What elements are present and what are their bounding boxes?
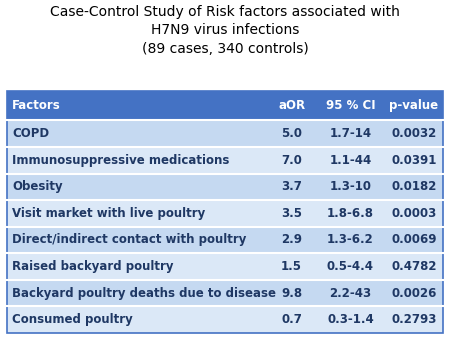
Text: 1.1-44: 1.1-44 bbox=[329, 154, 372, 167]
Text: Backyard poultry deaths due to disease: Backyard poultry deaths due to disease bbox=[12, 287, 276, 299]
Text: 1.8-6.8: 1.8-6.8 bbox=[327, 207, 374, 220]
Text: 7.0: 7.0 bbox=[281, 154, 302, 167]
Text: Raised backyard poultry: Raised backyard poultry bbox=[12, 260, 174, 273]
Bar bbox=[7, 227, 266, 253]
Text: 0.0069: 0.0069 bbox=[391, 234, 436, 246]
Bar bbox=[384, 91, 443, 120]
Bar bbox=[317, 91, 384, 120]
Text: 0.3-1.4: 0.3-1.4 bbox=[327, 313, 374, 326]
Bar bbox=[384, 253, 443, 280]
Bar bbox=[384, 227, 443, 253]
Bar bbox=[266, 91, 317, 120]
Text: 9.8: 9.8 bbox=[281, 287, 302, 299]
Bar bbox=[317, 200, 384, 227]
Text: 2.9: 2.9 bbox=[281, 234, 302, 246]
Bar bbox=[317, 147, 384, 174]
Text: 1.3-6.2: 1.3-6.2 bbox=[327, 234, 374, 246]
Bar bbox=[317, 120, 384, 147]
Bar bbox=[384, 174, 443, 200]
Bar bbox=[384, 120, 443, 147]
Text: Obesity: Obesity bbox=[12, 180, 63, 193]
Text: Immunosuppressive medications: Immunosuppressive medications bbox=[12, 154, 230, 167]
Text: 0.0003: 0.0003 bbox=[391, 207, 436, 220]
Text: 3.5: 3.5 bbox=[281, 207, 302, 220]
Text: p-value: p-value bbox=[389, 99, 438, 112]
Bar bbox=[266, 280, 317, 306]
Bar bbox=[7, 91, 266, 120]
Bar bbox=[317, 280, 384, 306]
Text: 0.0026: 0.0026 bbox=[391, 287, 436, 299]
Text: 1.5: 1.5 bbox=[281, 260, 302, 273]
Bar bbox=[384, 280, 443, 306]
Bar bbox=[317, 227, 384, 253]
Text: aOR: aOR bbox=[278, 99, 305, 112]
Text: 1.3-10: 1.3-10 bbox=[329, 180, 372, 193]
Bar bbox=[7, 120, 266, 147]
Bar bbox=[266, 174, 317, 200]
Bar bbox=[7, 280, 266, 306]
Text: 0.0391: 0.0391 bbox=[391, 154, 436, 167]
Text: Consumed poultry: Consumed poultry bbox=[12, 313, 133, 326]
Text: 0.5-4.4: 0.5-4.4 bbox=[327, 260, 374, 273]
Bar bbox=[7, 253, 266, 280]
Bar bbox=[266, 147, 317, 174]
Text: Case-Control Study of Risk factors associated with
H7N9 virus infections
(89 cas: Case-Control Study of Risk factors assoc… bbox=[50, 5, 400, 56]
Bar bbox=[266, 306, 317, 333]
Text: 0.0032: 0.0032 bbox=[391, 127, 436, 140]
Text: 0.0182: 0.0182 bbox=[391, 180, 436, 193]
Bar bbox=[7, 306, 266, 333]
Text: 3.7: 3.7 bbox=[281, 180, 302, 193]
Bar bbox=[7, 174, 266, 200]
Text: 0.4782: 0.4782 bbox=[391, 260, 436, 273]
Bar bbox=[266, 200, 317, 227]
Bar bbox=[266, 120, 317, 147]
Bar bbox=[384, 306, 443, 333]
Text: 2.2-43: 2.2-43 bbox=[329, 287, 372, 299]
Bar bbox=[317, 306, 384, 333]
Text: COPD: COPD bbox=[12, 127, 50, 140]
Bar bbox=[266, 227, 317, 253]
Bar bbox=[7, 200, 266, 227]
Text: Factors: Factors bbox=[12, 99, 61, 112]
Text: Direct/indirect contact with poultry: Direct/indirect contact with poultry bbox=[12, 234, 247, 246]
Text: 0.7: 0.7 bbox=[281, 313, 302, 326]
Bar bbox=[266, 253, 317, 280]
Text: Visit market with live poultry: Visit market with live poultry bbox=[12, 207, 205, 220]
Bar bbox=[7, 147, 266, 174]
Text: 95 % CI: 95 % CI bbox=[326, 99, 375, 112]
Text: 5.0: 5.0 bbox=[281, 127, 302, 140]
Bar bbox=[317, 174, 384, 200]
Bar bbox=[317, 253, 384, 280]
Text: 0.2793: 0.2793 bbox=[391, 313, 436, 326]
Text: 1.7-14: 1.7-14 bbox=[329, 127, 372, 140]
Bar bbox=[384, 147, 443, 174]
Bar bbox=[384, 200, 443, 227]
